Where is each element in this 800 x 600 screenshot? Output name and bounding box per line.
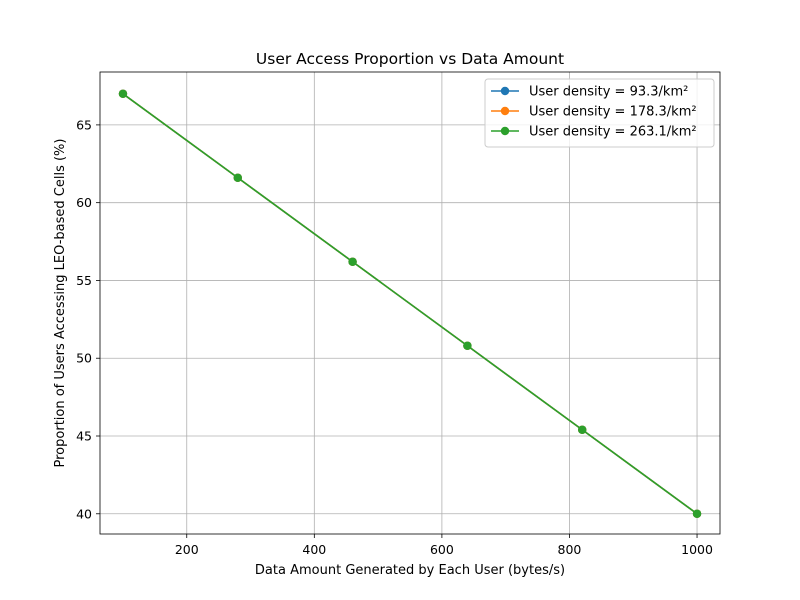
legend: User density = 93.3/km² User density = 17… — [484, 78, 715, 148]
legend-marker — [500, 126, 510, 136]
y-tick-label: 50 — [76, 351, 92, 366]
x-tick-label: 400 — [302, 542, 326, 557]
legend-item: User density = 93.3/km² — [491, 85, 688, 100]
legend-box — [484, 78, 715, 148]
data-point — [118, 89, 128, 98]
legend-label: User density = 263.1/km² — [529, 125, 697, 140]
legend-item: User density = 263.1/km² — [491, 125, 697, 140]
axis-ticks: 200 400 600 800 1000 40 45 50 55 60 65 — [76, 117, 713, 557]
data-point — [463, 341, 472, 350]
y-tick-label: 60 — [76, 195, 92, 210]
plot-area-frame — [99, 71, 721, 535]
y-tick-label: 55 — [76, 273, 92, 288]
legend-item: User density = 178.3/km² — [491, 105, 697, 120]
y-tick-label: 65 — [76, 117, 92, 132]
legend-marker — [500, 86, 510, 96]
y-tick-label: 40 — [76, 506, 92, 521]
x-axis-label: Data Amount Generated by Each User (byte… — [255, 563, 565, 578]
legend-marker — [500, 106, 510, 116]
data-point — [233, 173, 242, 182]
data-point — [348, 257, 357, 266]
grid — [100, 72, 720, 534]
y-tick-label: 45 — [76, 429, 92, 444]
data-point — [692, 509, 702, 518]
series — [118, 89, 702, 518]
x-tick-label: 200 — [175, 542, 199, 557]
y-axis-label: Proportion of Users Accessing LEO-based … — [53, 139, 68, 468]
legend-label: User density = 93.3/km² — [529, 85, 688, 100]
chart-title: User Access Proportion vs Data Amount — [256, 50, 564, 68]
legend-label: User density = 178.3/km² — [529, 105, 697, 120]
series-3 — [118, 89, 702, 518]
x-tick-label: 800 — [558, 542, 582, 557]
series-line — [122, 93, 698, 515]
data-point — [578, 425, 587, 434]
x-tick-label: 1000 — [681, 542, 713, 557]
x-tick-label: 600 — [430, 542, 454, 557]
